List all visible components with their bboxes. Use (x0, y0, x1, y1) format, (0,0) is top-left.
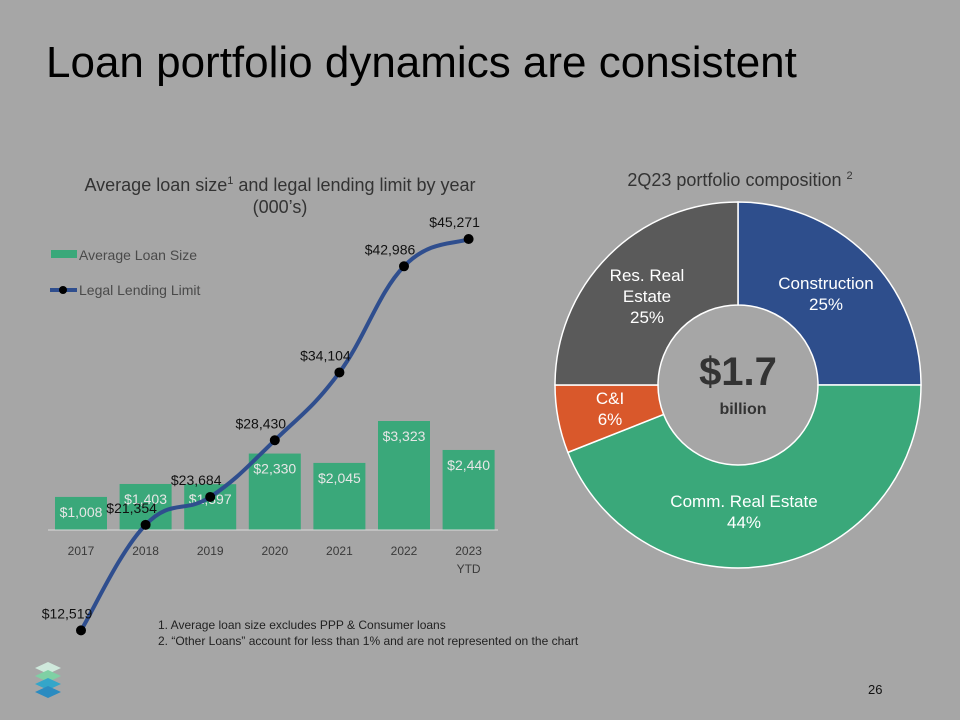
x-tick-1: 2018 (132, 544, 159, 558)
page-number: 26 (868, 682, 883, 697)
bar-4 (313, 462, 366, 530)
donut-slice-0 (737, 201, 922, 386)
line-label-4: $34,104 (300, 347, 351, 363)
donut-slice-1 (566, 384, 922, 569)
footnote-2: 2. “Other Loans” account for less than 1… (158, 634, 579, 648)
line-series: $12,519 $21,354 $23,684 $28,430 $34,104 $42,9… (42, 214, 480, 636)
donut-label-3-1: Estate (623, 287, 671, 306)
footnote-ref-1: 1 (227, 175, 234, 187)
footnote-1: 1. Average loan size excludes PPP & Cons… (158, 618, 446, 632)
donut-label-0-1: 25% (809, 295, 843, 314)
donut-label-1-0: Comm. Real Estate (670, 492, 817, 511)
bar-6 (442, 449, 495, 530)
x-tick-3: 2020 (261, 544, 288, 558)
donut-label-3-0: Res. Real (610, 266, 685, 285)
line-label-6: $45,271 (429, 214, 480, 230)
line-point-4 (334, 367, 345, 378)
left-chart-title: Average loan size1 and legal lending lim… (30, 170, 530, 218)
donut-label-3-2: 25% (630, 308, 664, 327)
line-label-1: $21,354 (106, 500, 157, 516)
donut-label-0-0: Construction (778, 274, 873, 293)
line-point-1 (140, 519, 151, 530)
x-tick-5: 2022 (391, 544, 418, 558)
x-tick-sub-6: YTD (457, 562, 481, 576)
line-label-5: $42,986 (365, 241, 416, 257)
left-chart-title-rest: and legal lending limit by year (233, 175, 476, 195)
x-tick-2: 2019 (197, 544, 224, 558)
donut-slice-3 (554, 201, 739, 386)
page-title: Loan portfolio dynamics are consistent (46, 38, 797, 87)
x-tick-6: 2023 (455, 544, 482, 558)
bar-label-0: $1,008 (60, 504, 103, 520)
footnote-ref-2: 2 (846, 170, 853, 182)
bar-label-6: $2,440 (447, 457, 490, 473)
bar-label-3: $2,330 (253, 461, 296, 477)
company-logo (35, 662, 61, 698)
line-label-0: $12,519 (42, 605, 93, 621)
donut-label-2-0: C&I (596, 389, 624, 408)
line-label-2: $23,684 (171, 472, 222, 488)
right-chart-title: 2Q23 portfolio composition 2 (570, 170, 910, 191)
bar-label-1: $1,403 (124, 491, 167, 507)
x-tick-0: 2017 (68, 544, 95, 558)
bar-label-5: $3,323 (383, 428, 426, 444)
line-point-2 (205, 491, 216, 502)
left-chart-title-main: Average loan size (84, 175, 228, 195)
line-point-5 (399, 261, 409, 272)
left-chart-units: (000’s) (252, 197, 308, 217)
bar-2 (184, 484, 237, 530)
donut-label-2-1: 6% (598, 410, 623, 429)
bar-3 (248, 453, 301, 530)
footnotes: 1. Average loan size excludes PPP & Cons… (158, 617, 578, 649)
donut-center-unit: billion (719, 401, 767, 418)
legend-label-line: Legal Lending Limit (79, 282, 201, 298)
donut-center-value: $1.7 (699, 350, 777, 394)
legend: Average Loan Size Legal Lending Limit (50, 247, 201, 298)
legend-swatch-marker (59, 286, 67, 294)
right-chart-title-main: 2Q23 portfolio composition (627, 170, 847, 190)
x-tick-4: 2021 (326, 544, 353, 558)
x-axis-labels: 2017 2018 2019 2020 2021 2022 2023 YTD (68, 544, 483, 576)
bar-5 (378, 421, 430, 530)
donut-label-1-1: 44% (727, 513, 761, 532)
bar-0 (55, 496, 107, 530)
legend-swatch-bar (51, 250, 77, 258)
line-point-0 (76, 625, 86, 636)
donut-chart: Construction 25% Comm. Real Estate 44% C&I 6%… (554, 201, 922, 569)
line-point-3 (269, 435, 280, 446)
bar-label-4: $2,045 (318, 470, 361, 486)
legend-label-bar: Average Loan Size (79, 247, 197, 263)
line-point-6 (463, 234, 474, 244)
line-label-3: $28,430 (235, 415, 286, 431)
